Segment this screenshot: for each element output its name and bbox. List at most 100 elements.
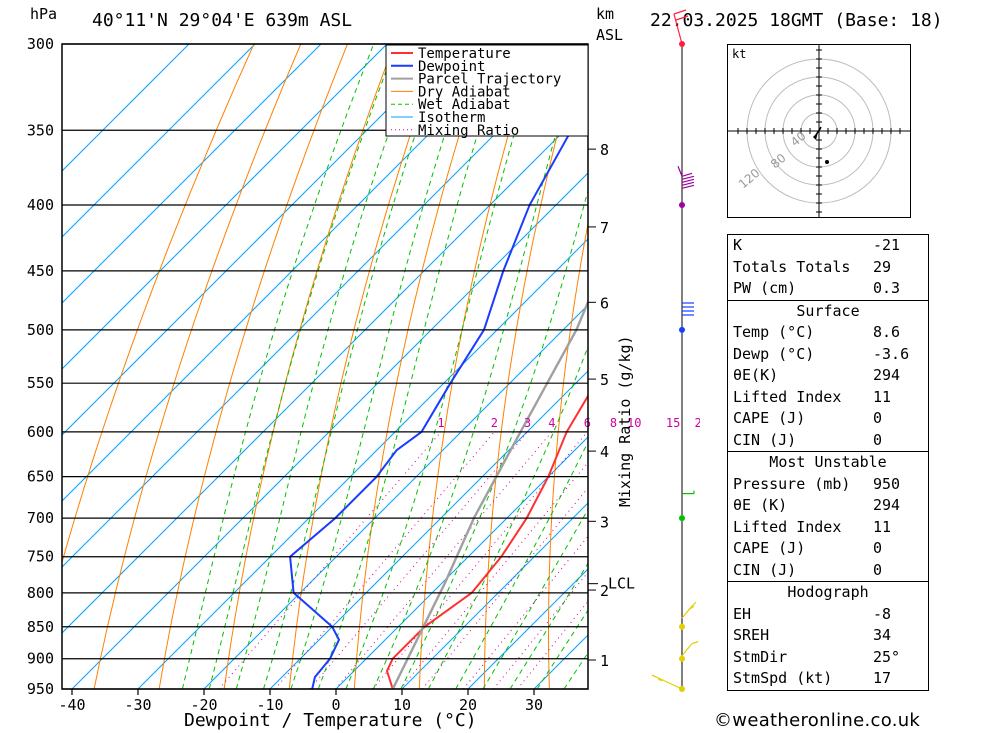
x-axis-title: Dewpoint / Temperature (°C) xyxy=(184,710,477,731)
surface-temp-label: Temp (°C) xyxy=(733,323,815,341)
hodograph-title: Hodograph xyxy=(787,583,869,601)
hodograph-arrow xyxy=(813,132,818,140)
mixing-ratio-line xyxy=(334,431,553,689)
totals-value: 29 xyxy=(873,257,892,276)
wind-barb xyxy=(673,9,687,15)
isotherm-line xyxy=(62,44,454,436)
pressure-tick-label: 800 xyxy=(27,584,54,602)
km-unit-label: km xyxy=(596,5,615,23)
x-tick-label: -30 xyxy=(124,696,151,714)
isotherm-line xyxy=(203,304,588,689)
pw-label: PW (cm) xyxy=(733,279,797,297)
legend-entry: Temperature xyxy=(418,46,511,62)
pressure-tick-label: 950 xyxy=(27,680,54,698)
wet-adiabat-line xyxy=(372,44,582,689)
x-tick-label: -10 xyxy=(256,696,283,714)
wind-barb xyxy=(651,674,657,678)
mu-thetae-value: 294 xyxy=(873,496,901,514)
wet-adiabat-line xyxy=(181,44,375,689)
surface-thetae-value: 294 xyxy=(873,366,901,384)
storm-motion-dot xyxy=(825,160,829,164)
plot-frame xyxy=(61,43,589,690)
mixing-ratio-axis-label: Mixing Ratio (g/kg) xyxy=(616,335,634,507)
isotherm-line xyxy=(62,44,322,304)
mixing-ratio-line xyxy=(372,431,588,689)
mixing-ratio-label: 1 xyxy=(437,416,444,430)
stmspd-label: StmSpd (kt) xyxy=(733,669,833,687)
most-unstable-title: Most Unstable xyxy=(769,453,887,471)
wet-adiabat-line xyxy=(263,44,447,689)
surface-thetae-label: θE(K) xyxy=(733,366,779,384)
k-index-value: -21 xyxy=(873,236,901,254)
location-label: 40°11'N 29°04'E 639m ASL xyxy=(92,10,353,31)
pressure-tick-label: 600 xyxy=(27,423,54,441)
k-index-label: K xyxy=(733,236,743,254)
pressure-tick-label: 700 xyxy=(27,509,54,527)
x-tick-label: 10 xyxy=(393,696,411,714)
dry-adiabat-line xyxy=(223,44,395,689)
pressure-tick-label: 450 xyxy=(27,262,54,280)
dry-adiabat-line xyxy=(483,44,582,689)
mu-cape-label: CAPE (J) xyxy=(733,539,806,557)
surface-cin-value: 0 xyxy=(873,430,883,449)
wind-barb xyxy=(691,641,699,645)
wind-level-dot xyxy=(679,201,685,208)
isotherm-line xyxy=(401,502,588,689)
legend-entry: Parcel Trajectory xyxy=(418,72,561,88)
pressure-unit-label: hPa xyxy=(30,5,58,23)
legend-entry: Mixing Ratio xyxy=(418,123,519,139)
km-tick-label: 4 xyxy=(600,443,609,461)
wind-barb xyxy=(687,605,695,611)
mu-li-value: 11 xyxy=(873,517,892,536)
mixing-ratio-line xyxy=(517,600,588,689)
wind-barb xyxy=(677,166,683,177)
wind-level-dot xyxy=(679,326,685,333)
mu-pressure-label: Pressure (mb) xyxy=(733,474,851,493)
km-tick-label: 7 xyxy=(600,219,609,237)
km-tick-label: 8 xyxy=(600,141,609,159)
wind-barb xyxy=(673,13,683,45)
wet-adiabat-line xyxy=(290,44,475,689)
wet-adiabat-line xyxy=(427,345,588,689)
eh-value: -8 xyxy=(873,604,892,623)
wet-adiabat-line xyxy=(235,44,421,689)
isotherm-line xyxy=(335,436,588,689)
mixing-ratio-label: 15 xyxy=(666,416,680,430)
mixing-ratio-label: 10 xyxy=(627,416,641,430)
km-tick-label: 5 xyxy=(600,371,609,389)
surface-cape-row: CAPE (J) 0 xyxy=(728,408,928,430)
pressure-tick-label: 750 xyxy=(27,548,54,566)
surface-li-row: Lifted Index 11 xyxy=(728,387,928,409)
x-tick-label: -20 xyxy=(190,696,217,714)
mu-thetae-row: θE (K) 294 xyxy=(728,495,928,517)
mixing-ratio-line xyxy=(399,461,588,689)
surface-temp-value: 8.6 xyxy=(873,323,901,341)
isotherm-line xyxy=(62,44,520,502)
mixing-ratio-line xyxy=(274,431,495,689)
isotherm-line xyxy=(62,44,190,172)
x-tick-label: 30 xyxy=(525,696,543,714)
eh-row: EH -8 xyxy=(728,604,928,626)
surface-thetae-row: θE(K) 294 xyxy=(728,365,928,387)
pressure-tick-label: 300 xyxy=(27,35,54,53)
k-index-row: K -21 xyxy=(728,235,928,257)
dry-adiabat-line xyxy=(288,44,442,689)
wind-barb xyxy=(681,643,693,657)
surface-temp-row: Temp (°C) 8.6 xyxy=(728,322,928,344)
wind-barb xyxy=(681,178,695,183)
wind-barb xyxy=(691,601,697,607)
x-tick-label: -40 xyxy=(58,696,85,714)
mu-li-label: Lifted Index xyxy=(733,517,842,536)
sreh-row: SREH 34 xyxy=(728,625,928,647)
mixing-ratio-label: 20 xyxy=(694,416,700,430)
stmdir-label: StmDir xyxy=(733,647,788,666)
dry-adiabat-line xyxy=(671,44,700,689)
mu-cin-value: 0 xyxy=(873,560,883,579)
mu-pressure-value: 950 xyxy=(873,474,901,493)
asl-unit-label: ASL xyxy=(596,26,624,44)
x-tick-label: 0 xyxy=(331,696,340,714)
pw-row: PW (cm) 0.3 xyxy=(728,278,928,300)
mixing-ratio-label: 2 xyxy=(491,416,498,430)
